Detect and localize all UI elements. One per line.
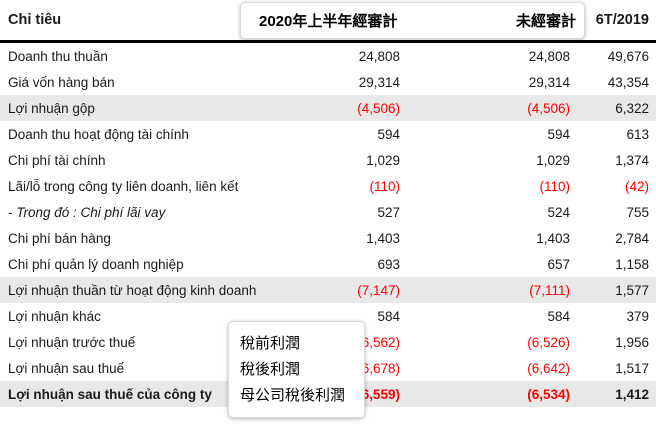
value-prior: 2,784 [615, 230, 649, 246]
value-unaudited: (7,111) [529, 282, 570, 298]
table-row: Doanh thu thuần 24,808 24,808 49,676 [0, 43, 656, 69]
value-prior: 1,956 [615, 334, 649, 350]
value-unaudited: 1,029 [536, 152, 570, 168]
translation-line-profit-before-tax: 稅前利潤 [240, 334, 301, 352]
value-audited: (110) [369, 178, 400, 194]
row-label: Doanh thu thuần [8, 48, 108, 64]
header-translation-audited: 2020年上半年經審計 [259, 13, 398, 30]
row-label: Lợi nhuận sau thuế [8, 360, 125, 376]
row-label: Giá vốn hàng bán [8, 74, 115, 90]
value-audited: (6,678) [357, 360, 400, 376]
value-prior: 1,374 [615, 152, 649, 168]
header-translation-popup[interactable]: 2020年上半年經審計 未經審計 [240, 2, 585, 39]
value-unaudited: (6,526) [527, 334, 570, 350]
row-label: Lợi nhuận khác [8, 308, 101, 324]
value-unaudited: 29,314 [528, 74, 570, 90]
header-translation-unaudited: 未經審計 [515, 13, 576, 30]
row-label: Chi phí tài chính [8, 152, 106, 168]
value-prior: 613 [626, 126, 649, 142]
value-audited: (7,147) [357, 282, 400, 298]
value-audited: (4,506) [357, 100, 400, 116]
value-prior: 49,676 [607, 48, 649, 64]
value-audited: 527 [377, 204, 400, 220]
value-audited: 1,403 [366, 230, 400, 246]
value-unaudited: 584 [547, 308, 570, 324]
value-unaudited: 657 [547, 256, 570, 272]
value-prior: (42) [624, 178, 649, 194]
table-row: Lợi nhuận trước thuế (6,562) (6,526) 1,9… [0, 329, 656, 355]
value-unaudited: (6,642) [527, 360, 570, 376]
translation-line-profit-after-tax: 稅後利潤 [240, 360, 301, 378]
table-row: Chi phí quản lý doanh nghiệp 693 657 1,1… [0, 251, 656, 277]
row-label: Lợi nhuận gộp [8, 100, 95, 116]
value-prior: 1,158 [615, 256, 649, 272]
value-audited: 24,808 [358, 48, 400, 64]
row-label: Lợi nhuận trước thuế [8, 334, 136, 350]
table-row: Lợi nhuận thuần từ hoạt động kinh doanh … [0, 277, 656, 303]
value-audited: 594 [377, 126, 400, 142]
value-audited: (6,562) [357, 334, 400, 350]
value-unaudited: 1,403 [536, 230, 570, 246]
table-row: Lãi/lỗ trong công ty liên doanh, liên kế… [0, 173, 656, 199]
table-row: Lợi nhuận gộp (4,506) (4,506) 6,322 [0, 95, 656, 121]
table-header-row: Chỉ tiêu 6T/2019 [0, 0, 656, 43]
value-audited: 1,029 [366, 152, 400, 168]
value-prior: 1,412 [615, 386, 649, 402]
table-row: Doanh thu hoạt động tài chính 594 594 61… [0, 121, 656, 147]
row-label: Lợi nhuận sau thuế của công ty [8, 386, 212, 402]
row-label: Chi phí bán hàng [8, 230, 111, 246]
value-prior: 43,354 [607, 74, 649, 90]
row-label: Lợi nhuận thuần từ hoạt động kinh doanh [8, 282, 257, 298]
column-header-indicator: Chỉ tiêu [8, 12, 62, 28]
value-prior: 1,517 [615, 360, 649, 376]
row-label: Doanh thu hoạt động tài chính [8, 126, 189, 142]
table-row: Lợi nhuận sau thuế (6,678) (6,642) 1,517 [0, 355, 656, 381]
value-unaudited: 524 [547, 204, 570, 220]
row-label: Chi phí quản lý doanh nghiệp [8, 256, 184, 272]
value-prior: 755 [626, 204, 649, 220]
value-unaudited: 594 [547, 126, 570, 142]
value-prior: 1,577 [615, 282, 649, 298]
value-audited: 693 [377, 256, 400, 272]
value-audited: 584 [377, 308, 400, 324]
value-unaudited: (110) [539, 178, 570, 194]
table-row: Chi phí tài chính 1,029 1,029 1,374 [0, 147, 656, 173]
row-label: Lãi/lỗ trong công ty liên doanh, liên kế… [8, 178, 239, 194]
translation-line-parent-profit-after-tax: 母公司稅後利潤 [240, 386, 346, 404]
rows-translation-popup[interactable]: 稅前利潤 稅後利潤 母公司稅後利潤 [228, 321, 365, 418]
table-row: Lợi nhuận khác 584 584 379 [0, 303, 656, 329]
value-audited: 29,314 [358, 74, 400, 90]
value-prior: 379 [626, 308, 649, 324]
table-row: Chi phí bán hàng 1,403 1,403 2,784 [0, 225, 656, 251]
table-row: Giá vốn hàng bán 29,314 29,314 43,354 [0, 69, 656, 95]
value-prior: 6,322 [615, 100, 649, 116]
column-header-prior-period: 6T/2019 [595, 12, 649, 28]
table-row: - Trong đó : Chi phí lãi vay 527 524 755 [0, 199, 656, 225]
value-audited: (6,559) [357, 386, 400, 402]
row-label: - Trong đó : Chi phí lãi vay [8, 204, 166, 220]
value-unaudited: (4,506) [527, 100, 570, 116]
value-unaudited: (6,534) [527, 386, 570, 402]
value-unaudited: 24,808 [528, 48, 570, 64]
